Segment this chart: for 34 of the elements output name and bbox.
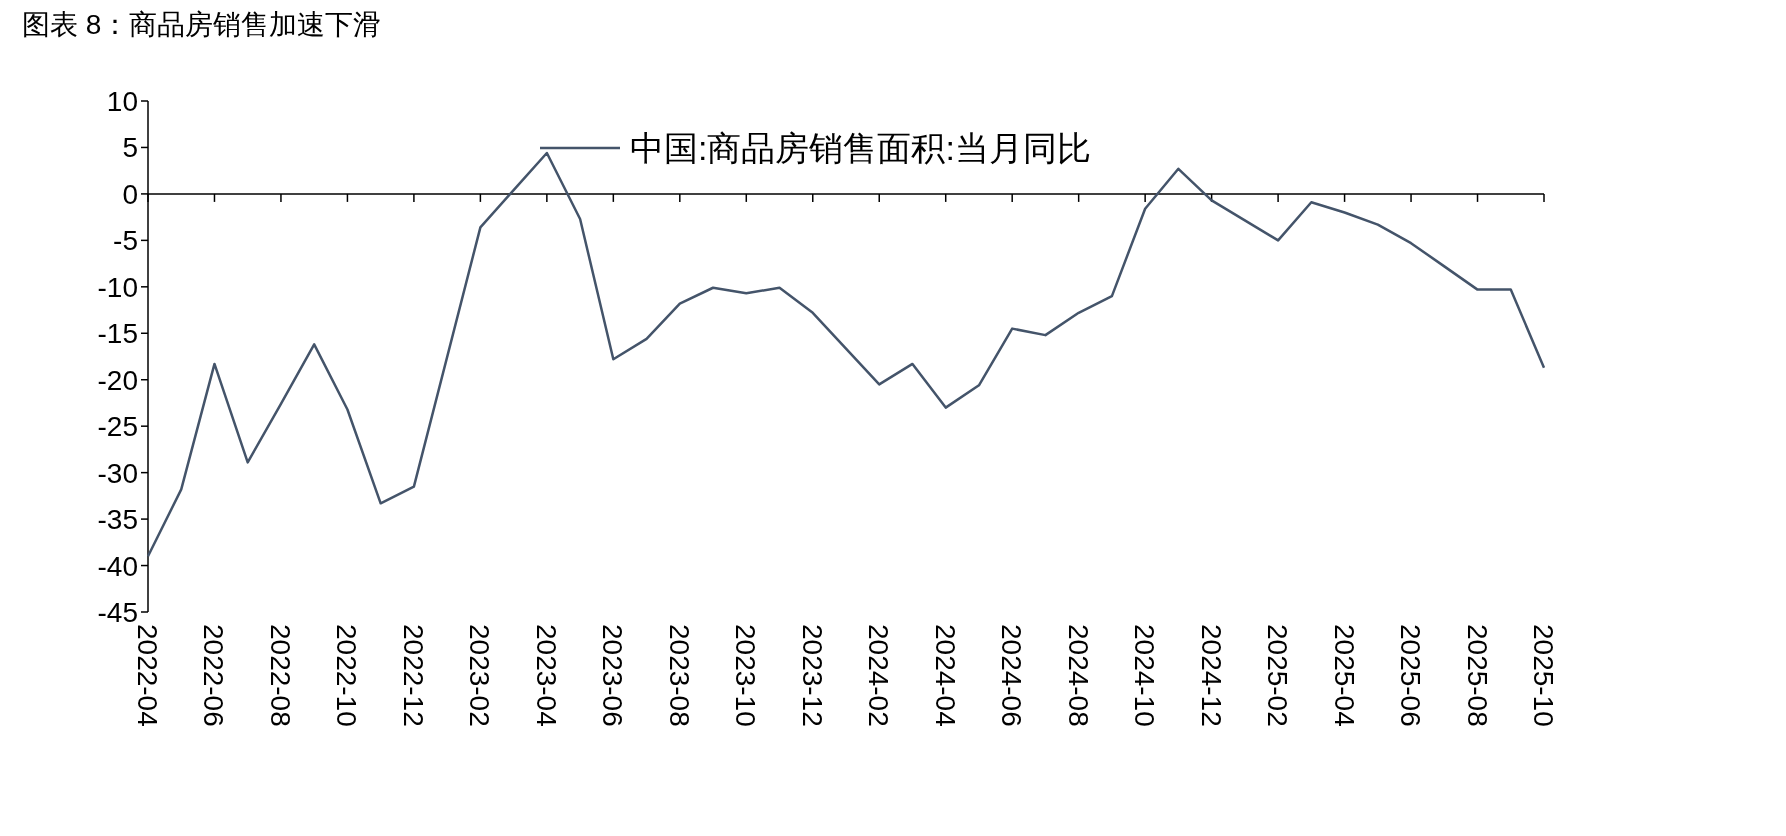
x-tick-label: 2025-08 bbox=[1461, 624, 1493, 727]
y-tick-label: -40 bbox=[97, 550, 138, 582]
x-tick-label: 2022-08 bbox=[264, 624, 296, 727]
x-tick-label: 2025-06 bbox=[1395, 624, 1427, 727]
y-tick-label: 10 bbox=[106, 86, 138, 117]
y-tick-label: -25 bbox=[97, 411, 138, 443]
x-tick-label: 2023-04 bbox=[530, 624, 562, 727]
x-tick-label: 2024-04 bbox=[929, 624, 961, 727]
chart-title: 图表 8：商品房销售加速下滑 bbox=[22, 9, 382, 40]
x-tick-label: 2024-10 bbox=[1129, 624, 1161, 727]
x-tick-label: 2024-08 bbox=[1062, 624, 1094, 727]
x-tick-label: 2023-08 bbox=[663, 624, 695, 727]
y-tick-label: -5 bbox=[113, 225, 138, 257]
x-tick-label: 2025-10 bbox=[1528, 624, 1559, 727]
y-tick-label: -15 bbox=[97, 318, 138, 350]
x-tick-label: 2022-06 bbox=[198, 624, 230, 727]
x-tick-label: 2023-02 bbox=[464, 624, 496, 727]
x-tick-label: 2022-10 bbox=[331, 624, 363, 727]
x-tick-label: 2023-12 bbox=[796, 624, 828, 727]
x-tick-label: 2024-06 bbox=[996, 624, 1028, 727]
y-tick-label: -30 bbox=[97, 457, 138, 489]
legend-label: 中国:商品房销售面积:当月同比 bbox=[630, 129, 1091, 167]
y-tick-label: 5 bbox=[122, 132, 138, 164]
x-tick-label: 2024-12 bbox=[1195, 624, 1227, 727]
x-tick-label: 2023-10 bbox=[730, 624, 762, 727]
y-tick-label: -10 bbox=[97, 271, 138, 303]
y-tick-label: -35 bbox=[97, 504, 138, 536]
x-tick-label: 2025-04 bbox=[1328, 624, 1360, 727]
y-tick-label: -20 bbox=[97, 364, 138, 396]
x-tick-label: 2022-12 bbox=[397, 624, 429, 727]
x-tick-label: 2025-02 bbox=[1262, 624, 1294, 727]
x-tick-label: 2023-06 bbox=[597, 624, 629, 727]
y-tick-label: 0 bbox=[122, 178, 138, 210]
x-tick-label: 2024-02 bbox=[863, 624, 895, 727]
